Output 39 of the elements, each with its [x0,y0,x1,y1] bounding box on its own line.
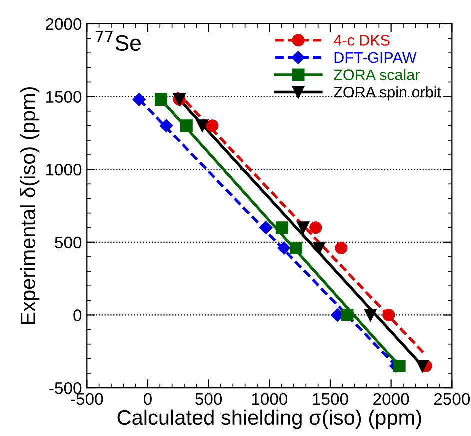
y-tick-label: 1000 [46,164,82,176]
point [341,308,354,322]
x-tick-label: 500 [196,393,222,406]
point [416,360,429,372]
y-tick-label: 0 [74,310,82,322]
y-axis-title: Experimental δ(iso) (ppm) [20,87,40,324]
annotation: $^{77}$Se [96,31,141,52]
point [313,242,326,254]
point [196,120,209,132]
legend-label: 4-c DKS [334,35,390,46]
x-tick-label: 1500 [313,393,348,406]
x-tick-label: 1000 [252,393,288,406]
x-tick-label: 2500 [434,393,470,406]
legend-label: ZORA scalar [334,69,420,80]
y-tick-label: 500 [55,236,82,249]
point [132,93,146,106]
y-tick-label: 1500 [46,91,82,103]
point [335,242,348,254]
point [278,242,291,255]
x-axis-title: Calculated shielding σ(iso) (ppm) [118,410,422,430]
point [382,308,396,322]
y-tick-label: -500 [50,382,82,394]
point [310,222,322,234]
x-tick-label: -500 [71,393,104,406]
point [154,93,168,106]
point [290,242,303,254]
point [260,221,273,234]
point [364,308,377,322]
legend-label: DFT-GIPAW [334,52,417,64]
point [297,222,310,234]
legend-label: ZORA spin orbit [334,86,442,101]
y-tick-label: 2000 [46,18,82,30]
point [393,360,406,372]
x-tick-label: 0 [144,393,152,406]
point [180,120,193,132]
x-tick-label: 2000 [374,393,410,406]
point [160,119,174,133]
point [206,120,219,132]
point [276,222,288,234]
